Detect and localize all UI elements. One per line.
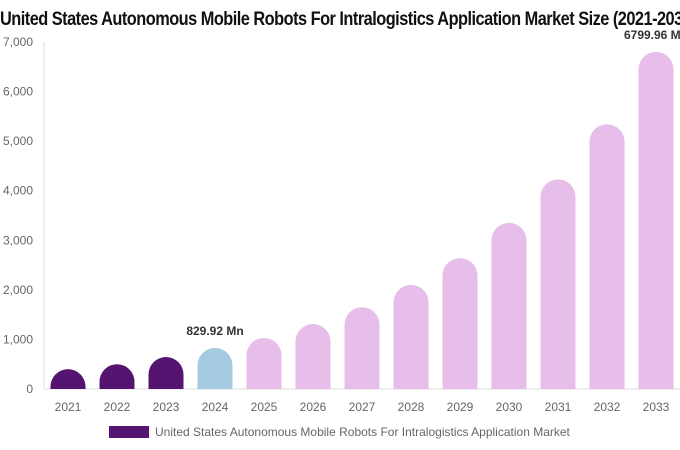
bar-2027 [344, 307, 380, 389]
bar-2021 [50, 369, 86, 389]
bar-2022 [99, 364, 135, 389]
bar-2028 [393, 284, 429, 389]
bar-2024 [197, 347, 233, 389]
chart-title: United States Autonomous Mobile Robots F… [0, 9, 680, 30]
x-tick-label: 2028 [398, 400, 425, 414]
legend: United States Autonomous Mobile Robots F… [109, 425, 570, 439]
x-tick-label: 2023 [153, 400, 180, 414]
bar-2023 [148, 357, 184, 389]
x-tick-label: 2030 [496, 400, 523, 414]
x-tick-label: 2022 [104, 400, 131, 414]
data-label-2033: 6799.96 Mn [624, 28, 680, 42]
y-tick-label: 1,000 [3, 332, 33, 346]
x-tick-label: 2033 [643, 400, 670, 414]
x-tick-label: 2026 [300, 400, 327, 414]
y-tick-label: 6,000 [3, 85, 33, 99]
bar-2030 [491, 222, 527, 389]
x-tick-label: 2031 [545, 400, 572, 414]
x-tick-label: 2025 [251, 400, 278, 414]
data-label-2024: 829.92 Mn [186, 324, 243, 338]
y-tick-label: 4,000 [3, 184, 33, 198]
x-tick-label: 2024 [202, 400, 229, 414]
y-tick-label: 0 [26, 382, 33, 396]
x-tick-label: 2027 [349, 400, 376, 414]
bar-2031 [540, 179, 576, 389]
bar-2025 [246, 337, 282, 389]
bar-2026 [295, 324, 331, 389]
x-tick-label: 2029 [447, 400, 474, 414]
bar-2032 [589, 124, 625, 389]
bar-2029 [442, 258, 478, 389]
legend-swatch [109, 426, 149, 438]
bar-2033 [638, 51, 674, 390]
y-tick-label: 5,000 [3, 134, 33, 148]
legend-label: United States Autonomous Mobile Robots F… [155, 425, 570, 439]
y-tick-label: 2,000 [3, 283, 33, 297]
x-tick-label: 2032 [594, 400, 621, 414]
y-tick-label: 7,000 [3, 35, 33, 49]
x-tick-label: 2021 [55, 400, 82, 414]
y-tick-label: 3,000 [3, 233, 33, 247]
